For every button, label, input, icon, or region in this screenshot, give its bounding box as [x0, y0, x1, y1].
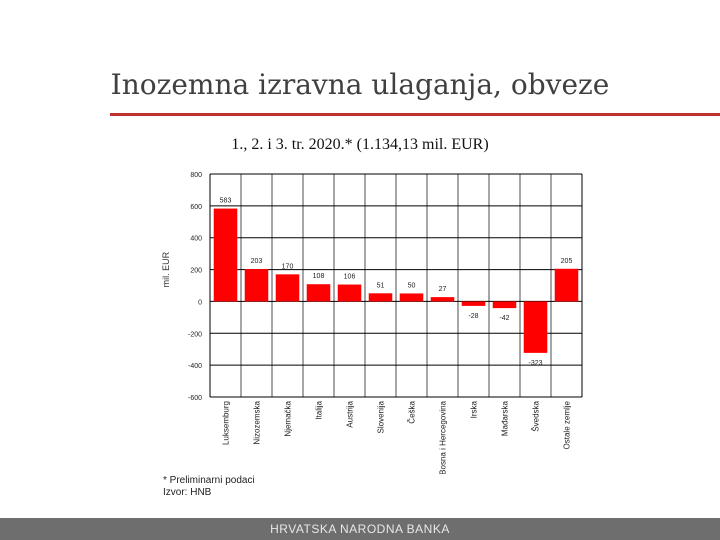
- category-label: Irska: [470, 400, 479, 418]
- y-tick-label: 800: [190, 172, 202, 179]
- data-label: 205: [561, 258, 573, 265]
- bar-chart: mil. EUR 800 600 400 200 0 -200 -400 -600 583 Luks…: [161, 172, 583, 474]
- title-divider: [110, 113, 720, 116]
- category-label: Slovenija: [377, 400, 386, 433]
- category-label: Italija: [315, 400, 324, 419]
- footnote-preliminary: * Preliminarni podaci: [163, 475, 255, 486]
- data-label: -28: [468, 313, 478, 320]
- bar: [554, 268, 579, 302]
- data-label: 106: [344, 274, 356, 281]
- category-label: Švedska: [532, 400, 541, 431]
- y-tick-label: 200: [190, 268, 202, 275]
- category-label: Njemačka: [284, 400, 293, 436]
- footer-text: HRVATSKA NARODNA BANKA: [270, 522, 450, 536]
- data-label: 27: [439, 286, 447, 293]
- footer-bar: HRVATSKA NARODNA BANKA: [0, 518, 720, 540]
- category-label: Češka: [408, 400, 417, 423]
- chart-title: 1., 2. i 3. tr. 2020.* (1.134,13 mil. EU…: [231, 136, 489, 153]
- bar: [399, 293, 424, 302]
- bar: [213, 208, 238, 302]
- category-label: Luksemburg: [222, 401, 231, 445]
- y-axis-label: mil. EUR: [161, 251, 171, 287]
- bar: [461, 301, 486, 306]
- footnote-source: Izvor: HNB: [163, 487, 212, 498]
- bar: [430, 297, 455, 302]
- bar: [306, 284, 331, 302]
- data-label: 203: [251, 258, 263, 265]
- data-label: -42: [499, 315, 509, 322]
- y-tick-label: -400: [188, 363, 202, 370]
- category-label: Mađarska: [501, 400, 510, 436]
- category-label: Austrija: [346, 400, 355, 427]
- bar: [368, 293, 393, 302]
- bar: [275, 274, 300, 302]
- page-title: Inozemna izravna ulaganja, obveze: [110, 68, 610, 101]
- y-tick-label: 400: [190, 236, 202, 243]
- category-label: Bosna i Hercegovina: [439, 400, 448, 474]
- y-tick-label: -200: [188, 331, 202, 338]
- y-tick-label: 0: [198, 299, 202, 306]
- bar: [337, 284, 362, 302]
- y-tick-label: -600: [188, 395, 202, 402]
- bar: [244, 269, 269, 302]
- data-label: 170: [282, 263, 294, 270]
- data-label: 583: [220, 198, 232, 205]
- data-label: -323: [528, 360, 542, 367]
- category-label: Nizozemska: [253, 400, 262, 444]
- data-label: 51: [377, 282, 385, 289]
- bar: [523, 301, 548, 353]
- data-label: 50: [408, 282, 416, 289]
- data-label: 108: [313, 273, 325, 280]
- category-label: Ostale zemlje: [563, 400, 572, 449]
- bar: [492, 301, 517, 309]
- y-tick-label: 600: [190, 204, 202, 211]
